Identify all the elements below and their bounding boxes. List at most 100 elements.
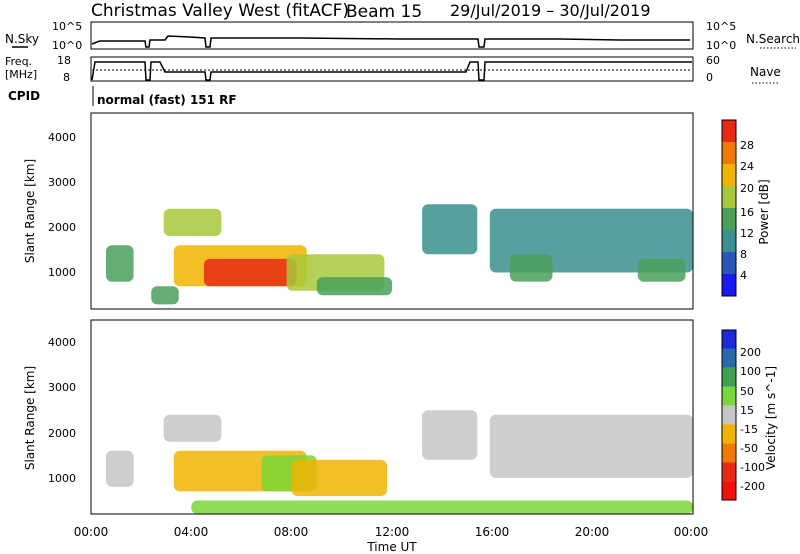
power-cbar-tick-20: 20	[740, 182, 754, 195]
velocity-cbar-tick-neg200: -200	[740, 480, 765, 493]
power-colorbar-swatch-4	[722, 186, 736, 208]
power-colorbar-label: Power [dB]	[757, 179, 771, 244]
velocity-colorbar-label: Velocity [m s^-1]	[764, 366, 778, 470]
velocity-y-tick-4000: 4000	[48, 336, 76, 349]
power-colorbar-swatch-6	[722, 142, 736, 164]
time-axis-ticks: 00:00 04:00 08:00 12:00 16:00 20:00 00:0…	[74, 525, 709, 539]
nsky-tick-top: 10^5	[52, 20, 82, 33]
power-echo-region-4	[203, 258, 297, 287]
power-y-axis-label: Slant Range [km]	[23, 159, 37, 263]
power-echo-region-0	[106, 245, 134, 282]
x-tick-1200: 12:00	[375, 525, 410, 539]
nsearch-tick-top: 10^5	[706, 20, 736, 33]
power-colorbar-swatch-3	[722, 208, 736, 230]
velocity-cbar-tick-neg15: -15	[740, 423, 758, 436]
velocity-cbar-tick-neg50: -50	[740, 442, 758, 455]
power-y-ticks: 1000 2000 3000 4000	[48, 131, 76, 279]
velocity-y-axis-label: Slant Range [km]	[23, 366, 37, 470]
velocity-echo-region-1	[163, 414, 222, 442]
velocity-colorbar	[721, 329, 737, 501]
power-cbar-tick-24: 24	[740, 160, 754, 173]
velocity-echo-region-7	[191, 500, 694, 514]
velocity-colorbar-swatch-6	[722, 367, 736, 387]
power-colorbar-swatch-7	[722, 120, 736, 142]
velocity-echo-region-6	[489, 414, 693, 478]
nsky-panel	[90, 21, 694, 50]
power-colorbar-swatch-1	[722, 252, 736, 274]
nsearch-tick-bottom: 10^0	[706, 39, 736, 52]
nave-tick-bottom: 0	[706, 71, 713, 84]
x-axis-label: Time UT	[366, 540, 417, 554]
power-colorbar-swatch-2	[722, 230, 736, 252]
power-echo-region-6	[316, 277, 393, 296]
beam-label: Beam 15	[346, 2, 422, 22]
power-cbar-tick-28: 28	[740, 139, 754, 152]
date-range: 29/Jul/2019 – 30/Jul/2019	[450, 1, 651, 20]
velocity-colorbar-swatch-4	[722, 405, 736, 425]
velocity-colorbar-frame	[721, 329, 737, 501]
power-cbar-tick-4: 4	[740, 269, 747, 282]
velocity-y-tick-2000: 2000	[48, 427, 76, 440]
freq-tick-bottom: 8	[63, 71, 70, 84]
velocity-panel-frame	[90, 319, 694, 515]
power-echo-region-10	[637, 258, 686, 282]
velocity-colorbar-swatch-8	[722, 330, 736, 349]
power-echo-region-1	[151, 286, 179, 305]
power-colorbar-frame	[721, 119, 737, 297]
power-echo-region-7	[422, 204, 478, 255]
power-colorbar-swatch-5	[722, 164, 736, 186]
freq-panel	[90, 56, 694, 82]
cpid-label: CPID	[8, 89, 40, 103]
power-y-tick-4000: 4000	[48, 131, 76, 144]
power-panel-frame	[90, 112, 694, 310]
x-tick-0000: 00:00	[74, 525, 109, 539]
velocity-y-ticks: 1000 2000 3000 4000	[48, 336, 76, 485]
nsky-tick-bottom: 10^0	[52, 39, 82, 52]
power-colorbar	[721, 119, 737, 297]
velocity-y-tick-1000: 1000	[48, 472, 76, 485]
velocity-colorbar-swatch-0	[722, 481, 736, 500]
power-y-tick-3000: 3000	[48, 176, 76, 189]
power-y-tick-2000: 2000	[48, 221, 76, 234]
cpid-value: normal (fast) 151 RF	[97, 93, 237, 107]
velocity-colorbar-ticks: 200 100 50 15 -15 -50 -100 -200	[740, 346, 765, 493]
power-echo-region-2	[163, 208, 222, 236]
nave-label: Nave	[750, 65, 781, 79]
x-tick-0000-end: 00:00	[674, 525, 709, 539]
power-colorbar-ticks: 4 8 12 16 20 24 28	[740, 139, 754, 282]
nsky-trace	[91, 35, 690, 48]
nsearch-label: N.Search	[746, 32, 800, 46]
x-tick-0800: 08:00	[274, 525, 309, 539]
nsky-label: N.Sky	[5, 32, 39, 46]
velocity-y-tick-3000: 3000	[48, 381, 76, 394]
freq-tick-top: 18	[57, 54, 71, 67]
power-cbar-tick-8: 8	[740, 248, 747, 261]
velocity-cbar-tick-15: 15	[740, 404, 754, 417]
power-heatmap-marks	[106, 204, 693, 305]
velocity-cbar-tick-100: 100	[740, 365, 761, 378]
power-colorbar-swatch-0	[722, 274, 736, 296]
velocity-echo-region-0	[106, 450, 134, 487]
nave-tick-top: 60	[706, 54, 720, 67]
velocity-colorbar-swatch-7	[722, 348, 736, 368]
velocity-cbar-tick-50: 50	[740, 385, 754, 398]
freq-trace	[91, 61, 692, 81]
velocity-colorbar-swatch-1	[722, 462, 736, 482]
velocity-colorbar-swatch-2	[722, 443, 736, 463]
velocity-echo-region-5	[422, 410, 478, 460]
x-tick-2000: 20:00	[575, 525, 610, 539]
velocity-cbar-tick-200: 200	[740, 346, 761, 359]
velocity-colorbar-swatch-5	[722, 386, 736, 406]
velocity-colorbar-swatch-3	[722, 424, 736, 444]
velocity-echo-region-4	[291, 459, 387, 496]
power-echo-region-9	[509, 254, 553, 282]
power-cbar-tick-16: 16	[740, 206, 754, 219]
plot-title: Christmas Valley West (fitACF)	[91, 1, 349, 21]
freq-label: Freq.	[5, 55, 32, 68]
x-tick-0400: 04:00	[174, 525, 209, 539]
velocity-cbar-tick-neg100: -100	[740, 461, 765, 474]
velocity-heatmap-marks	[106, 410, 694, 514]
power-y-tick-1000: 1000	[48, 266, 76, 279]
